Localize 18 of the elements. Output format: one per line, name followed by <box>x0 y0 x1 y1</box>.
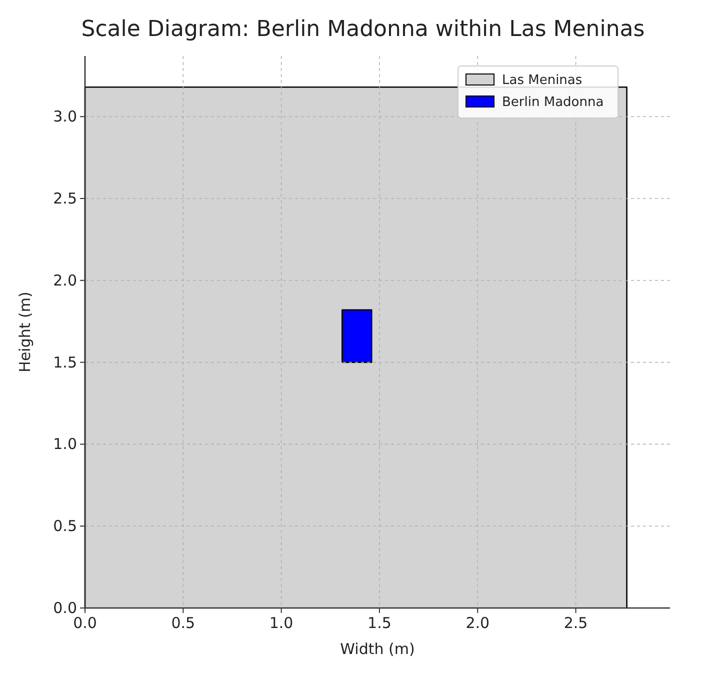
y-tick-label: 1.5 <box>53 353 77 372</box>
y-tick-label: 0.5 <box>53 517 77 536</box>
y-tick-label: 2.5 <box>53 190 77 208</box>
legend-label: Las Meninas <box>502 73 582 88</box>
x-tick-label: 0.0 <box>73 614 97 632</box>
y-tick-label: 0.0 <box>53 599 77 617</box>
legend-label: Berlin Madonna <box>502 95 604 110</box>
y-axis-title: Height (m) <box>16 292 34 372</box>
x-tick-label: 1.0 <box>269 614 294 632</box>
y-tick-label: 2.0 <box>53 271 77 290</box>
x-tick-label: 1.5 <box>368 614 392 632</box>
y-tick-label: 1.0 <box>53 435 77 454</box>
chart-title: Scale Diagram: Berlin Madonna within Las Meninas <box>81 17 645 42</box>
x-tick-label: 0.5 <box>171 614 196 632</box>
y-tick-label: 3.0 <box>53 108 77 126</box>
x-tick-label: 2.0 <box>466 614 490 632</box>
x-axis-title: Width (m) <box>340 640 415 658</box>
x-tick-label: 2.5 <box>564 614 588 632</box>
